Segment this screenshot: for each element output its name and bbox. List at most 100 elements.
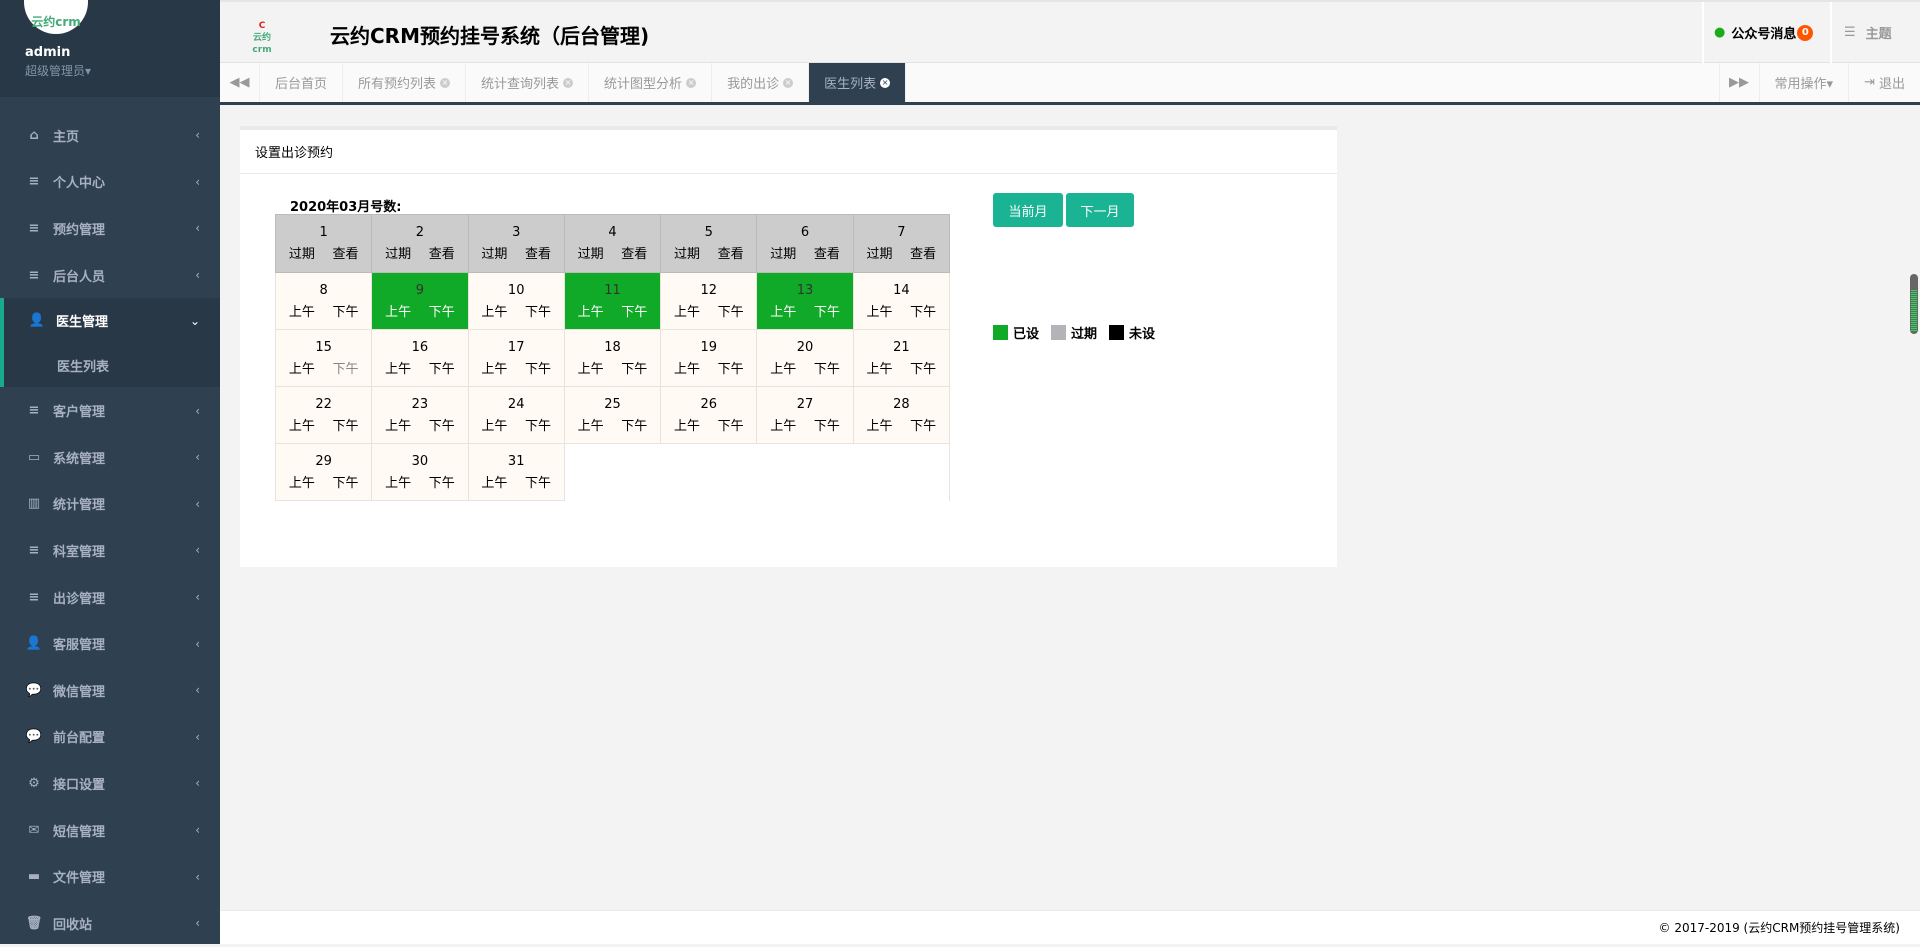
sidebar-item-3[interactable]: ≡ 后台人员 ‹: [0, 252, 220, 299]
theme-button[interactable]: ☰ 主题: [1830, 2, 1920, 63]
morning-slot[interactable]: 上午: [577, 418, 604, 434]
sidebar-item-14[interactable]: ✉ 短信管理 ‹: [0, 807, 220, 854]
tab-3[interactable]: 统计图型分析 ×: [589, 63, 713, 102]
logout-button[interactable]: ⇥ 退出: [1848, 63, 1920, 102]
afternoon-slot[interactable]: 下午: [813, 304, 840, 320]
morning-slot[interactable]: 上午: [673, 361, 700, 377]
view-link[interactable]: 查看: [621, 247, 648, 262]
afternoon-slot[interactable]: 下午: [621, 361, 648, 377]
sidebar-item-11[interactable]: 💬 微信管理 ‹: [0, 667, 220, 714]
afternoon-slot[interactable]: 下午: [332, 304, 359, 320]
day-number: 17: [507, 339, 525, 355]
view-link[interactable]: 查看: [428, 247, 455, 262]
close-icon[interactable]: ×: [686, 77, 697, 88]
sidebar-item-1[interactable]: ≡ 个人中心 ‹: [0, 159, 220, 206]
view-link[interactable]: 查看: [525, 247, 552, 262]
close-icon[interactable]: ×: [440, 77, 451, 88]
morning-slot[interactable]: 上午: [288, 418, 315, 434]
sidebar-item-15[interactable]: ▬ 文件管理 ‹: [0, 853, 220, 900]
close-icon[interactable]: ×: [563, 77, 574, 88]
tab-4[interactable]: 我的出诊 ×: [712, 63, 810, 102]
tabs-scroll-left-button[interactable]: ◀◀: [220, 63, 260, 102]
morning-slot[interactable]: 上午: [385, 361, 412, 377]
morning-slot[interactable]: 上午: [481, 361, 508, 377]
morning-slot[interactable]: 上午: [481, 475, 508, 491]
morning-slot[interactable]: 上午: [577, 304, 604, 320]
afternoon-slot[interactable]: 下午: [813, 418, 840, 434]
morning-slot[interactable]: 上午: [770, 361, 797, 377]
user-role-dropdown[interactable]: 超级管理员▾: [25, 64, 92, 78]
day-number: 7: [897, 225, 906, 240]
morning-slot[interactable]: 上午: [481, 418, 508, 434]
day-number: 22: [315, 396, 332, 412]
morning-slot[interactable]: 上午: [288, 475, 315, 491]
afternoon-slot[interactable]: 下午: [813, 361, 840, 377]
afternoon-slot[interactable]: 下午: [621, 304, 648, 320]
common-operations-dropdown[interactable]: 常用操作▾: [1758, 63, 1849, 102]
sidebar-item-4[interactable]: 👤 医生管理 ⌄: [4, 298, 220, 343]
view-link[interactable]: 查看: [717, 247, 744, 262]
morning-slot[interactable]: 上午: [866, 361, 893, 377]
afternoon-slot[interactable]: 下午: [910, 418, 937, 434]
morning-slot[interactable]: 上午: [481, 304, 508, 320]
sidebar-item-7[interactable]: ▥ 统计管理 ‹: [0, 481, 220, 528]
next-month-button[interactable]: 下一月: [1066, 193, 1134, 227]
sidebar-item-6[interactable]: ▭ 系统管理 ‹: [0, 434, 220, 481]
morning-slot[interactable]: 上午: [385, 304, 412, 320]
tab-1[interactable]: 所有预约列表 ×: [343, 63, 467, 102]
afternoon-slot[interactable]: 下午: [428, 418, 455, 434]
morning-slot[interactable]: 上午: [288, 361, 315, 377]
sidebar-item-label: 接口设置: [53, 777, 106, 793]
close-icon[interactable]: ×: [880, 77, 891, 88]
tab-5[interactable]: 医生列表 ×: [809, 63, 907, 102]
morning-slot[interactable]: 上午: [385, 418, 412, 434]
view-link[interactable]: 查看: [332, 247, 359, 262]
sidebar-item-16[interactable]: 🗑 回收站 ‹: [0, 900, 220, 947]
afternoon-slot[interactable]: 下午: [525, 418, 552, 434]
afternoon-slot[interactable]: 下午: [332, 418, 359, 434]
afternoon-slot[interactable]: 下午: [910, 361, 937, 377]
afternoon-slot[interactable]: 下午: [332, 361, 359, 377]
afternoon-slot[interactable]: 下午: [525, 361, 552, 377]
tab-0[interactable]: 后台首页: [260, 63, 344, 102]
sidebar-item-5[interactable]: ≡ 客户管理 ‹: [0, 387, 220, 434]
tab-2[interactable]: 统计查询列表 ×: [466, 63, 590, 102]
morning-slot[interactable]: 上午: [673, 418, 700, 434]
close-icon[interactable]: ×: [783, 77, 794, 88]
morning-slot[interactable]: 上午: [385, 475, 412, 491]
morning-slot[interactable]: 上午: [866, 304, 893, 320]
afternoon-slot[interactable]: 下午: [717, 418, 744, 434]
tabs-scroll-right-button[interactable]: ▶▶: [1718, 63, 1759, 102]
scrollbar[interactable]: [1910, 274, 1918, 334]
sidebar-item-9[interactable]: ≡ 出诊管理 ‹: [0, 574, 220, 621]
morning-slot[interactable]: 上午: [673, 304, 700, 320]
sidebar-item-label: 文件管理: [53, 871, 106, 887]
view-link[interactable]: 查看: [813, 247, 840, 262]
morning-slot[interactable]: 上午: [288, 304, 315, 320]
morning-slot[interactable]: 上午: [577, 361, 604, 377]
afternoon-slot[interactable]: 下午: [332, 475, 359, 491]
morning-slot[interactable]: 上午: [770, 304, 797, 320]
afternoon-slot[interactable]: 下午: [428, 475, 455, 491]
wechat-messages-button[interactable]: ● 公众号消息 0: [1702, 2, 1828, 63]
sidebar-subitem[interactable]: 医生列表: [57, 359, 110, 375]
sidebar-item-13[interactable]: ⚙ 接口设置 ‹: [0, 760, 220, 807]
sidebar-item-12[interactable]: 💬 前台配置 ‹: [0, 714, 220, 761]
sidebar-item-10[interactable]: 👤 客服管理 ‹: [0, 620, 220, 667]
afternoon-slot[interactable]: 下午: [525, 304, 552, 320]
view-link[interactable]: 查看: [910, 247, 937, 262]
afternoon-slot[interactable]: 下午: [428, 304, 455, 320]
morning-slot[interactable]: 上午: [770, 418, 797, 434]
sidebar-item-0[interactable]: ⌂ 主页 ‹: [0, 112, 220, 159]
afternoon-slot[interactable]: 下午: [525, 475, 552, 491]
sidebar-item-2[interactable]: ≡ 预约管理 ‹: [0, 205, 220, 252]
afternoon-slot[interactable]: 下午: [717, 304, 744, 320]
afternoon-slot[interactable]: 下午: [717, 361, 744, 377]
calendar-day-17: 17 上午 下午: [467, 329, 565, 387]
morning-slot[interactable]: 上午: [866, 418, 893, 434]
afternoon-slot[interactable]: 下午: [621, 418, 648, 434]
sidebar-item-8[interactable]: ≡ 科室管理 ‹: [0, 527, 220, 574]
afternoon-slot[interactable]: 下午: [910, 304, 937, 320]
afternoon-slot[interactable]: 下午: [428, 361, 455, 377]
current-month-button[interactable]: 当前月: [993, 193, 1063, 227]
